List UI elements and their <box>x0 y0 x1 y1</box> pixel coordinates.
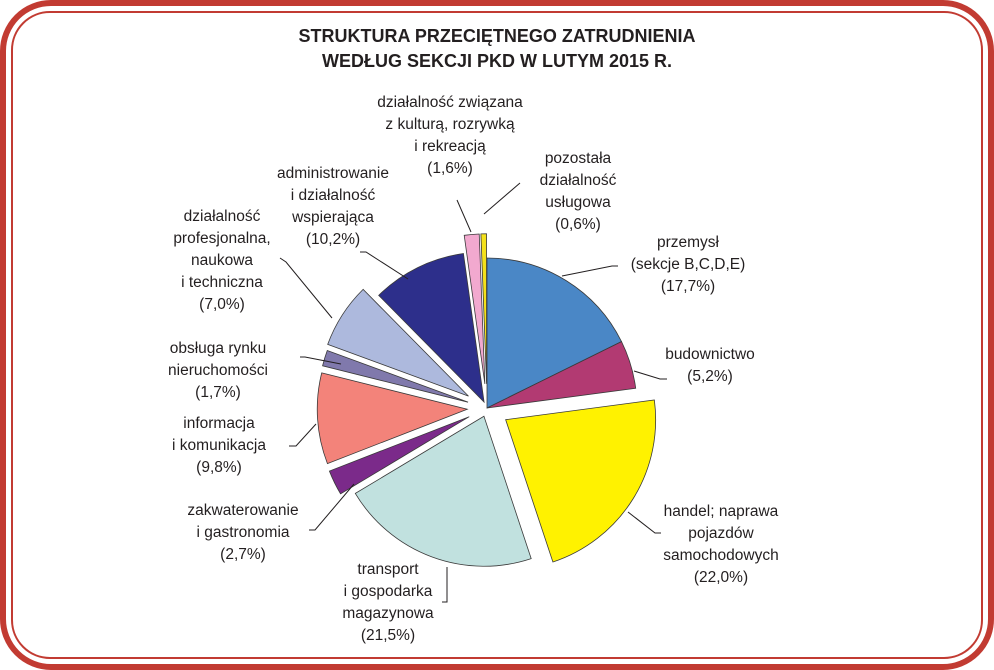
label-text: usługowa <box>545 194 611 211</box>
label-pozostala: pozostała działalność usługowa (0,6%) <box>540 148 617 236</box>
leader-line-zakwaterowanie <box>309 483 355 531</box>
label-value: (2,7%) <box>220 546 266 563</box>
label-text: handel; naprawa <box>663 503 779 520</box>
label-kultura: działalność związana z kulturą, rozrywką… <box>377 92 523 180</box>
label-value: (10,2%) <box>305 231 361 248</box>
label-text: zakwaterowanie <box>187 502 299 519</box>
label-text: nieruchomości <box>168 362 268 379</box>
label-value: (9,8%) <box>196 459 242 476</box>
chart-title-line-1: STRUKTURA PRZECIĘTNEGO ZATRUDNIENIA <box>298 26 696 46</box>
leader-line-informacja <box>289 423 317 447</box>
label-text: działalność związana <box>377 94 523 111</box>
label-text: magazynowa <box>342 605 434 622</box>
label-text: naukowa <box>190 252 254 269</box>
label-value: (5,2%) <box>687 368 733 385</box>
pie-slice-3 <box>354 415 532 567</box>
label-informacja: informacja i komunikacja (9,8%) <box>172 413 266 479</box>
pie-slice-1 <box>486 341 637 409</box>
label-transport: transport i gospodarka magazynowa (21,5%… <box>342 559 433 647</box>
leader-lines <box>279 182 667 603</box>
label-text: informacja <box>183 415 255 432</box>
label-text: pozostała <box>544 150 612 167</box>
label-text: samochodowych <box>663 547 779 564</box>
label-value: (1,6%) <box>427 160 473 177</box>
pie-slice-8 <box>378 253 485 404</box>
pie-slice-2 <box>505 399 657 563</box>
leader-line-kultura <box>456 199 472 233</box>
label-text: i komunikacja <box>172 437 266 454</box>
label-text: przemysł <box>656 234 719 251</box>
pie-slice-7 <box>327 288 469 397</box>
leader-line-profesjonalna <box>279 257 333 319</box>
label-value: (7,0%) <box>199 296 245 313</box>
label-text: i gospodarka <box>343 583 433 600</box>
leader-line-transport <box>442 567 448 603</box>
label-text: administrowanie <box>277 165 389 182</box>
label-text: profesjonalna, <box>173 230 271 247</box>
leader-line-administrowanie <box>360 251 409 280</box>
label-administrowanie: administrowanie i działalność wspierając… <box>277 163 389 251</box>
label-text: i techniczna <box>181 274 263 291</box>
label-text: i rekreacją <box>414 138 486 155</box>
label-value: (17,7%) <box>660 278 716 295</box>
pie-slice-10 <box>480 233 487 384</box>
leader-line-handel <box>627 511 661 534</box>
label-value: (0,6%) <box>555 216 601 233</box>
label-text: obsługa rynku <box>169 340 267 357</box>
label-obsluga: obsługa rynku nieruchomości (1,7%) <box>168 338 268 404</box>
pie-slice-9 <box>463 233 486 384</box>
leader-line-budownictwo <box>633 370 667 380</box>
label-text: i działalność <box>290 187 376 204</box>
label-text: wspierająca <box>292 209 374 226</box>
pie-slice-6 <box>322 349 469 403</box>
label-value: (22,0%) <box>693 569 749 586</box>
pie-slice-4 <box>328 416 470 495</box>
pie-slice-5 <box>316 372 469 465</box>
leader-line-przemysl <box>561 265 618 277</box>
chart-title-line-2: WEDŁUG SEKCJI PKD W LUTYM 2015 R. <box>321 51 673 71</box>
pie-slice-0 <box>486 257 623 409</box>
leader-line-pozostala <box>483 182 521 215</box>
label-value: (21,5%) <box>360 627 416 644</box>
label-budownictwo: budownictwo (5,2%) <box>665 344 755 388</box>
inner-border <box>11 11 983 659</box>
label-handel: handel; naprawa pojazdów samochodowych (… <box>663 501 778 589</box>
label-text: transport <box>357 561 419 578</box>
label-text: budownictwo <box>665 346 755 363</box>
label-przemysl: przemysł (sekcje B,C,D,E) (17,7%) <box>631 232 746 298</box>
label-text: pojazdów <box>688 525 754 542</box>
label-zakwaterowanie: zakwaterowanie i gastronomia (2,7%) <box>187 500 298 566</box>
label-value: (1,7%) <box>195 384 241 401</box>
label-text: (sekcje B,C,D,E) <box>630 256 746 273</box>
label-text: działalność <box>183 208 261 225</box>
label-profesjonalna: działalność profesjonalna, naukowa i tec… <box>173 206 270 316</box>
label-text: z kulturą, rozrywką <box>385 116 515 133</box>
label-text: i gastronomia <box>196 524 290 541</box>
label-text: działalność <box>539 172 617 189</box>
leader-line-obsluga <box>300 356 342 365</box>
